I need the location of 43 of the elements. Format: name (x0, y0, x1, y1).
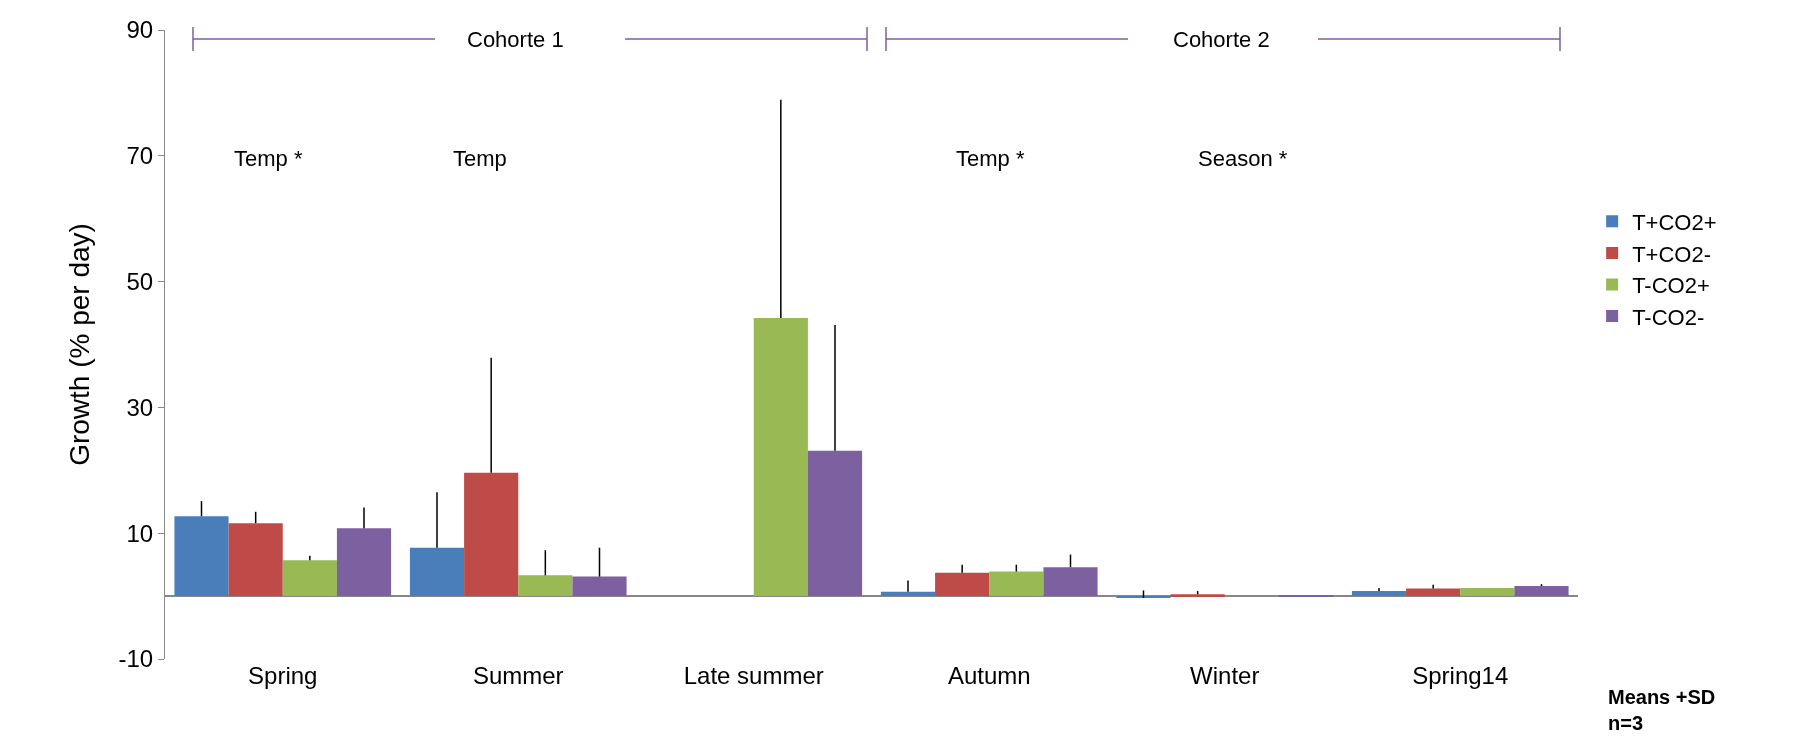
legend-label: T-CO2- (1632, 304, 1705, 330)
bar (174, 516, 229, 597)
bar (518, 575, 573, 597)
annotation: Cohorte 2 (1173, 27, 1270, 52)
bar (572, 576, 627, 597)
bar (336, 528, 392, 597)
bar (409, 547, 465, 597)
annotation: Temp (453, 146, 507, 171)
bar (1170, 594, 1225, 597)
x-tick-label: Summer (472, 662, 564, 689)
bar (1514, 586, 1569, 597)
x-tick-label: Spring (248, 662, 318, 689)
x-tick-label: Spring14 (1412, 662, 1509, 689)
legend-label: T+CO2+ (1632, 209, 1717, 235)
text: Means +SD n=3 (1608, 686, 1716, 734)
bar (753, 318, 808, 597)
annotation: Temp * (234, 146, 303, 171)
bar (1460, 587, 1515, 597)
bar (1406, 588, 1461, 597)
bar (228, 523, 283, 597)
bar (807, 450, 863, 597)
legend-label: T+CO2- (1632, 241, 1711, 267)
bar (282, 560, 337, 597)
y-tick-label: 70 (126, 142, 154, 170)
y-tick-label: 50 (126, 268, 154, 295)
bar (880, 591, 936, 597)
bar (935, 572, 990, 597)
bar (989, 571, 1044, 597)
y-tick-label: -10 (118, 645, 154, 673)
x-tick-label: Winter (1190, 662, 1260, 689)
annotation: Season * (1198, 146, 1288, 171)
x-tick-label: Late summer (683, 662, 824, 689)
bar (464, 472, 519, 597)
x-tick-label: Autumn (947, 662, 1031, 689)
y-tick-label: 90 (126, 16, 154, 44)
legend-label: T-CO2+ (1632, 273, 1710, 299)
bar (1043, 567, 1098, 597)
y-tick-label: 30 (126, 393, 154, 421)
bar (1351, 591, 1407, 597)
annotation: Cohorte 1 (467, 27, 564, 52)
annotation: Temp * (956, 146, 1025, 171)
y-axis-title: Growth (% per day) (64, 223, 96, 466)
y-tick-label: 10 (126, 519, 154, 547)
